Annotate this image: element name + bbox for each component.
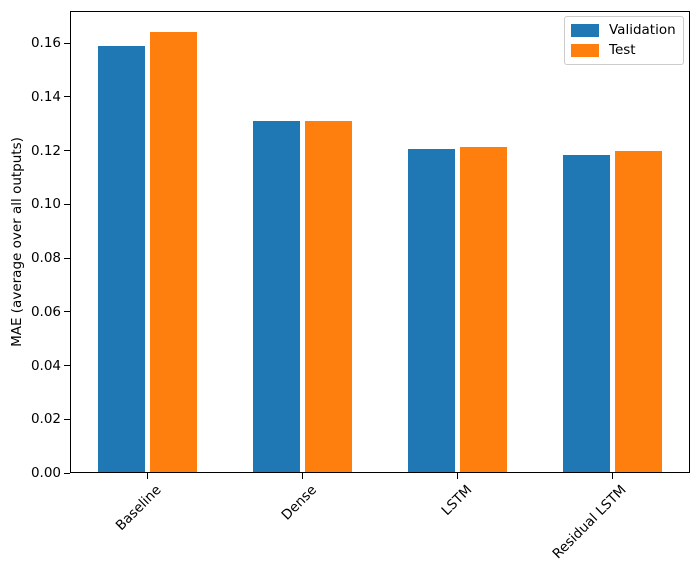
x-tick-mark [612, 473, 613, 479]
y-axis-label: MAE (average over all outputs) [9, 137, 25, 347]
y-tick-label: 0.14 [30, 88, 61, 105]
y-tick-label: 0.06 [30, 303, 61, 320]
legend-label: Test [609, 42, 636, 58]
x-tick-label: Residual LSTM [549, 482, 630, 563]
y-tick-mark [64, 150, 70, 152]
legend-swatch-test [571, 44, 599, 57]
y-tick-label: 0.04 [30, 357, 61, 374]
bar-validation-2 [408, 149, 455, 473]
legend-entry-test: Test [571, 42, 675, 58]
y-tick-label: 0.08 [30, 250, 61, 267]
y-tick-mark [64, 418, 70, 420]
y-tick-mark [64, 257, 70, 259]
y-tick-mark [64, 96, 70, 98]
legend-label: Validation [609, 22, 676, 38]
legend-swatch-validation [571, 24, 599, 37]
y-tick-label: 0.16 [30, 35, 61, 52]
bar-test-2 [460, 146, 507, 473]
legend: Validation Test [564, 16, 684, 65]
y-tick-label: 0.00 [30, 465, 61, 481]
x-tick-label: Baseline [113, 482, 165, 534]
bar-test-3 [615, 150, 662, 473]
x-tick-label: LSTM [438, 482, 475, 519]
y-tick-mark [64, 472, 70, 474]
bar-validation-3 [563, 154, 610, 473]
y-tick-label: 0.12 [30, 142, 61, 159]
y-tick-mark [64, 365, 70, 367]
x-tick-mark [147, 473, 148, 479]
x-tick-mark [457, 473, 458, 479]
y-tick-mark [64, 203, 70, 205]
bar-validation-0 [98, 45, 145, 473]
bar-test-0 [150, 32, 197, 473]
y-tick-label: 0.10 [30, 196, 61, 213]
bar-test-1 [305, 121, 352, 473]
y-tick-label: 0.02 [30, 411, 61, 428]
y-tick-mark [64, 42, 70, 44]
x-tick-mark [302, 473, 303, 479]
y-tick-mark [64, 311, 70, 313]
x-tick-label: Dense [278, 482, 320, 524]
legend-entry-validation: Validation [571, 22, 676, 38]
bar-validation-1 [253, 121, 300, 473]
